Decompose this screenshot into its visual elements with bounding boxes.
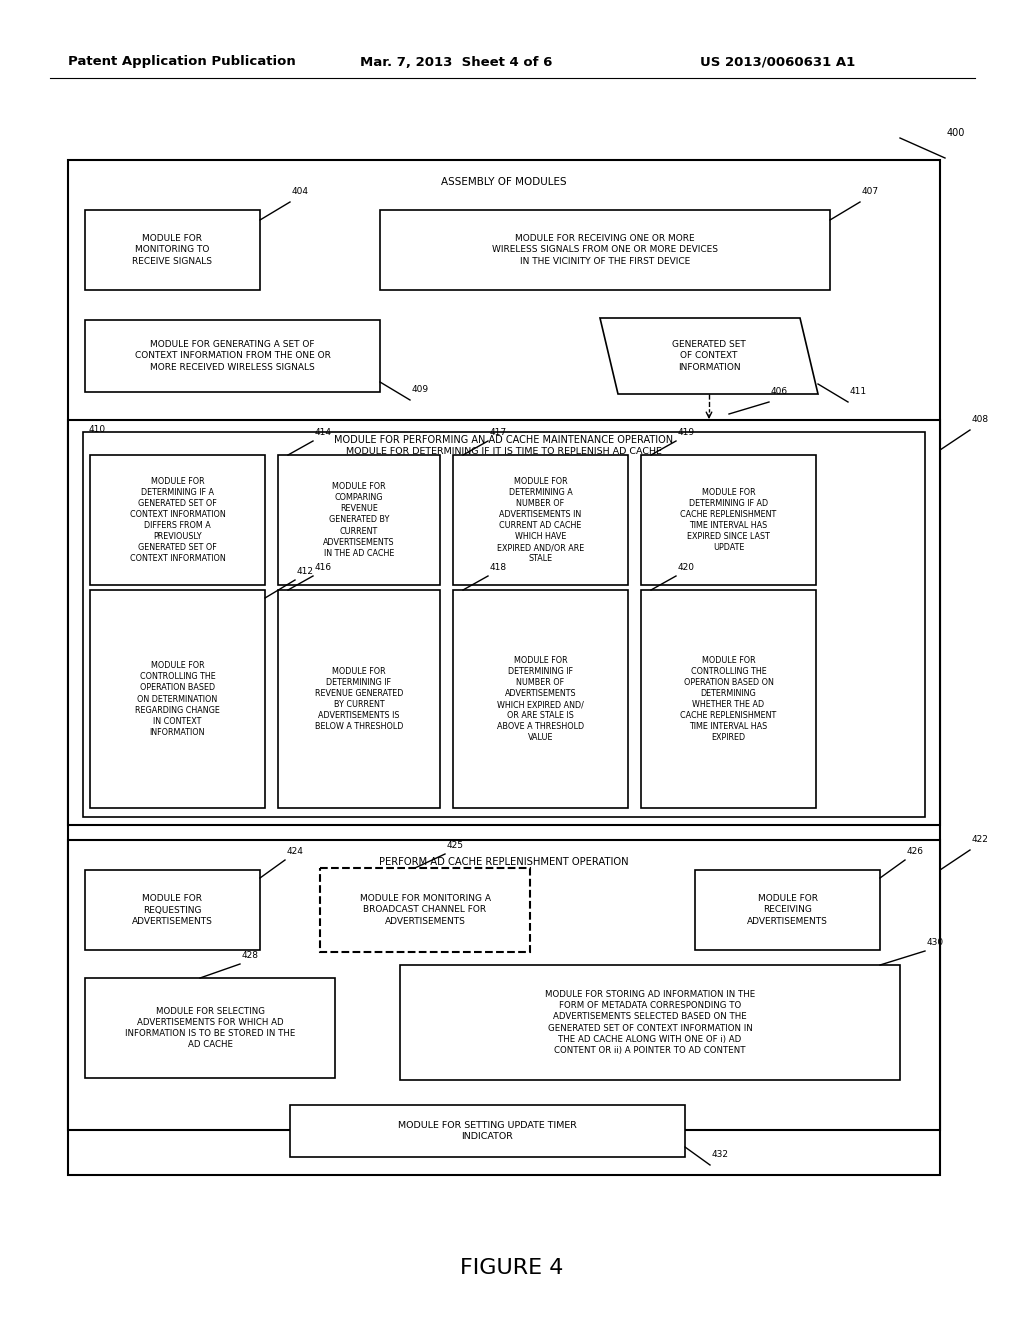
Text: 422: 422 [972, 836, 989, 843]
Text: MODULE FOR GENERATING A SET OF
CONTEXT INFORMATION FROM THE ONE OR
MORE RECEIVED: MODULE FOR GENERATING A SET OF CONTEXT I… [134, 341, 331, 372]
Text: PERFORM AD CACHE REPLENISHMENT OPERATION: PERFORM AD CACHE REPLENISHMENT OPERATION [379, 857, 629, 867]
Text: US 2013/0060631 A1: US 2013/0060631 A1 [700, 55, 855, 69]
Text: 416: 416 [315, 564, 332, 572]
Text: MODULE FOR
CONTROLLING THE
OPERATION BASED
ON DETERMINATION
REGARDING CHANGE
IN : MODULE FOR CONTROLLING THE OPERATION BAS… [135, 661, 220, 737]
Bar [400, 965, 900, 1080]
Text: MODULE FOR
DETERMINING IF
NUMBER OF
ADVERTISEMENTS
WHICH EXPIRED AND/
OR ARE STA: MODULE FOR DETERMINING IF NUMBER OF ADVE… [497, 656, 584, 742]
Text: 410: 410 [89, 425, 106, 434]
Text: MODULE FOR
DETERMINING IF
REVENUE GENERATED
BY CURRENT
ADVERTISEMENTS IS
BELOW A: MODULE FOR DETERMINING IF REVENUE GENERA… [314, 667, 403, 731]
Text: Patent Application Publication: Patent Application Publication [68, 55, 296, 69]
Text: 418: 418 [490, 564, 507, 572]
Bar [278, 590, 440, 808]
Text: MODULE FOR
REQUESTING
ADVERTISEMENTS: MODULE FOR REQUESTING ADVERTISEMENTS [132, 895, 213, 925]
Text: MODULE FOR
DETERMINING IF A
GENERATED SET OF
CONTEXT INFORMATION
DIFFERS FROM A
: MODULE FOR DETERMINING IF A GENERATED SE… [130, 477, 225, 564]
Text: MODULE FOR STORING AD INFORMATION IN THE
FORM OF METADATA CORRESPONDING TO
ADVER: MODULE FOR STORING AD INFORMATION IN THE… [545, 990, 755, 1055]
Bar [695, 870, 880, 950]
Bar [85, 978, 335, 1078]
Bar [85, 319, 380, 392]
Text: 419: 419 [678, 428, 695, 437]
Text: Mar. 7, 2013  Sheet 4 of 6: Mar. 7, 2013 Sheet 4 of 6 [360, 55, 552, 69]
Text: 426: 426 [907, 847, 924, 855]
Bar [319, 869, 530, 952]
Text: 428: 428 [242, 950, 259, 960]
Text: ASSEMBLY OF MODULES: ASSEMBLY OF MODULES [441, 177, 567, 187]
Bar [90, 455, 265, 585]
Text: 420: 420 [678, 564, 695, 572]
Bar [278, 455, 440, 585]
Polygon shape [600, 318, 818, 393]
Bar [83, 432, 925, 817]
Bar [641, 455, 816, 585]
Text: MODULE FOR
DETERMINING IF AD
CACHE REPLENISHMENT
TIME INTERVAL HAS
EXPIRED SINCE: MODULE FOR DETERMINING IF AD CACHE REPLE… [680, 488, 776, 552]
Text: 417: 417 [490, 428, 507, 437]
Bar [453, 590, 628, 808]
Text: MODULE FOR MONITORING A
BROADCAST CHANNEL FOR
ADVERTISEMENTS: MODULE FOR MONITORING A BROADCAST CHANNE… [359, 895, 490, 925]
Bar [290, 1105, 685, 1158]
Bar [68, 420, 940, 825]
Text: MODULE FOR
DETERMINING A
NUMBER OF
ADVERTISEMENTS IN
CURRENT AD CACHE
WHICH HAVE: MODULE FOR DETERMINING A NUMBER OF ADVER… [497, 477, 584, 564]
Text: 406: 406 [771, 387, 788, 396]
Text: MODULE FOR DETERMINING IF IT IS TIME TO REPLENISH AD CACHE: MODULE FOR DETERMINING IF IT IS TIME TO … [346, 447, 662, 457]
Bar [85, 210, 260, 290]
Text: 400: 400 [947, 128, 966, 139]
Text: MODULE FOR SELECTING
ADVERTISEMENTS FOR WHICH AD
INFORMATION IS TO BE STORED IN : MODULE FOR SELECTING ADVERTISEMENTS FOR … [125, 1007, 295, 1049]
Bar [85, 870, 260, 950]
Text: 424: 424 [287, 847, 304, 855]
Text: GENERATED SET
OF CONTEXT
INFORMATION: GENERATED SET OF CONTEXT INFORMATION [672, 341, 745, 372]
Text: 414: 414 [315, 428, 332, 437]
Text: 411: 411 [850, 387, 867, 396]
Text: 425: 425 [447, 841, 464, 850]
Text: MODULE FOR
COMPARING
REVENUE
GENERATED BY
CURRENT
ADVERTISEMENTS
IN THE AD CACHE: MODULE FOR COMPARING REVENUE GENERATED B… [324, 482, 395, 558]
Text: 412: 412 [297, 568, 314, 576]
Text: MODULE FOR
RECEIVING
ADVERTISEMENTS: MODULE FOR RECEIVING ADVERTISEMENTS [748, 895, 828, 925]
Text: 408: 408 [972, 414, 989, 424]
Text: FIGURE 4: FIGURE 4 [461, 1258, 563, 1278]
Text: MODULE FOR
CONTROLLING THE
OPERATION BASED ON
DETERMINING
WHETHER THE AD
CACHE R: MODULE FOR CONTROLLING THE OPERATION BAS… [680, 656, 776, 742]
Text: MODULE FOR SETTING UPDATE TIMER
INDICATOR: MODULE FOR SETTING UPDATE TIMER INDICATO… [398, 1121, 577, 1140]
Text: MODULE FOR PERFORMING AN AD CACHE MAINTENANCE OPERATION: MODULE FOR PERFORMING AN AD CACHE MAINTE… [335, 436, 674, 445]
Text: MODULE FOR
MONITORING TO
RECEIVE SIGNALS: MODULE FOR MONITORING TO RECEIVE SIGNALS [132, 235, 213, 265]
Bar [380, 210, 830, 290]
Text: MODULE FOR RECEIVING ONE OR MORE
WIRELESS SIGNALS FROM ONE OR MORE DEVICES
IN TH: MODULE FOR RECEIVING ONE OR MORE WIRELES… [492, 235, 718, 265]
Bar [68, 840, 940, 1130]
Text: 407: 407 [862, 187, 880, 195]
Bar [453, 455, 628, 585]
Text: 409: 409 [412, 385, 429, 393]
Bar [68, 160, 940, 1175]
Text: 432: 432 [712, 1150, 729, 1159]
Bar [90, 590, 265, 808]
Bar [641, 590, 816, 808]
Text: 430: 430 [927, 939, 944, 946]
Text: 404: 404 [292, 187, 309, 195]
